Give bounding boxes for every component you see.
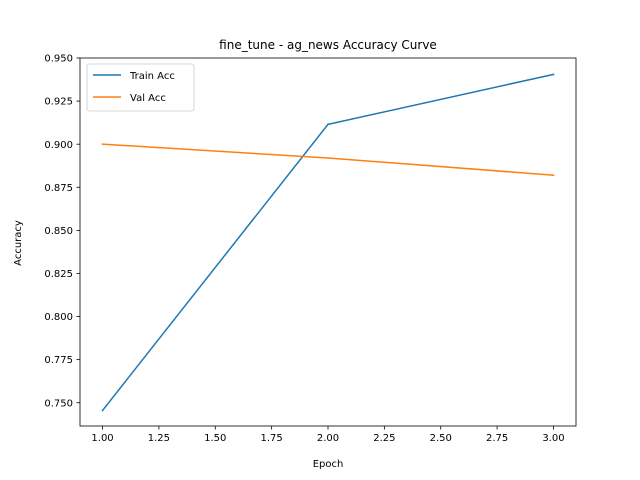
x-tick-label: 1.00 xyxy=(91,433,113,444)
y-tick-label: 0.825 xyxy=(44,269,73,280)
y-axis-ticks: 0.750 0.775 0.800 0.825 0.850 0.875 0.900 0.925… xyxy=(44,54,80,409)
y-tick-label: 0.775 xyxy=(44,355,73,366)
x-tick-label: 2.75 xyxy=(486,433,508,444)
x-tick-label: 2.25 xyxy=(373,433,395,444)
plot-background xyxy=(80,58,576,426)
legend: Train Acc Val Acc xyxy=(86,63,195,112)
data-point xyxy=(101,143,104,145)
data-point xyxy=(327,123,329,126)
y-tick-label: 0.900 xyxy=(44,140,73,151)
x-tick-label: 3.00 xyxy=(542,433,564,444)
x-tick-label: 1.25 xyxy=(148,433,170,444)
data-point xyxy=(101,409,104,412)
y-axis-label: Accuracy xyxy=(13,220,24,266)
x-tick-label: 1.75 xyxy=(261,433,283,444)
x-axis-label: Epoch xyxy=(313,459,344,470)
data-point xyxy=(552,174,555,177)
x-tick-label: 1.50 xyxy=(204,433,226,444)
x-tick-label: 2.00 xyxy=(317,433,339,444)
y-tick-label: 0.850 xyxy=(44,226,73,237)
x-tick-label: 2.50 xyxy=(430,433,452,444)
y-tick-label: 0.875 xyxy=(44,183,73,194)
y-tick-label: 0.800 xyxy=(44,312,73,323)
plot-area xyxy=(79,57,577,427)
chart-title: fine_tune - ag_news Accuracy Curve xyxy=(219,38,437,52)
data-point xyxy=(552,73,555,76)
data-point xyxy=(327,157,329,159)
y-tick-label: 0.750 xyxy=(44,398,73,409)
y-tick-label: 0.950 xyxy=(44,54,73,65)
legend-label: Val Acc xyxy=(130,93,166,104)
x-axis-ticks: 1.00 1.25 1.50 1.75 2.00 2.25 2.50 2.75 3.00 xyxy=(91,426,565,444)
y-tick-label: 0.925 xyxy=(44,97,73,108)
legend-label: Train Acc xyxy=(129,71,175,82)
